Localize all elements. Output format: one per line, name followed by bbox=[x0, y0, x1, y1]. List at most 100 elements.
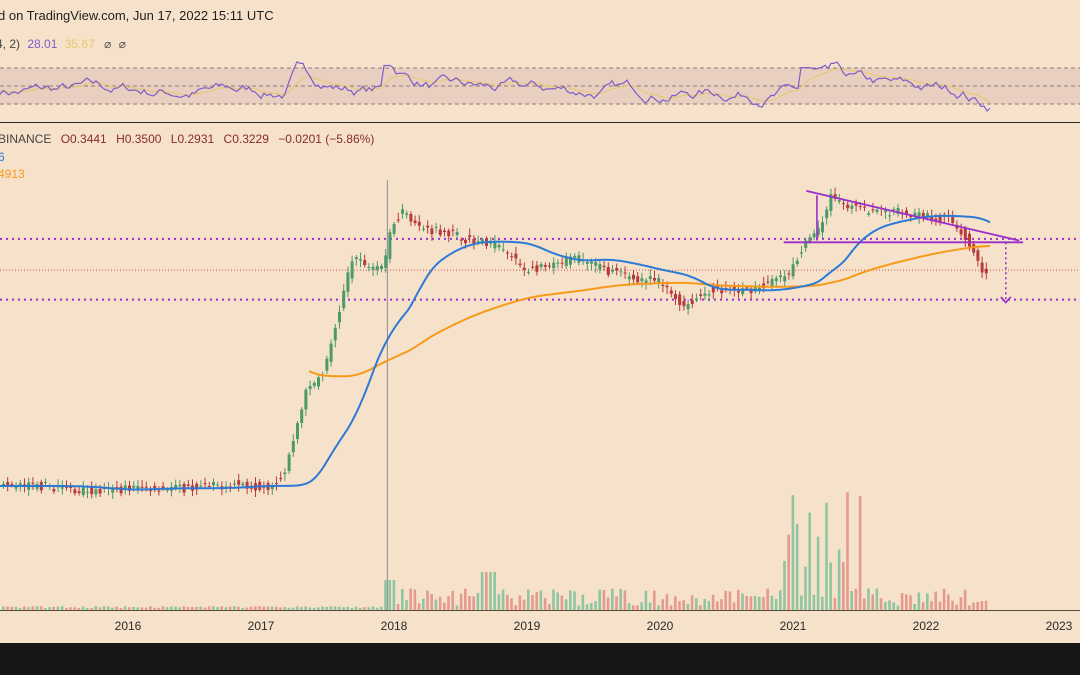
volume-bar bbox=[745, 595, 748, 610]
candle-body bbox=[434, 226, 438, 228]
candle-body bbox=[304, 389, 308, 410]
candle-body bbox=[619, 271, 623, 273]
high-value: H0.3500 bbox=[116, 132, 162, 146]
candle-body bbox=[539, 264, 543, 267]
candle-body bbox=[686, 304, 690, 310]
volume-bar bbox=[10, 606, 13, 610]
volume-bar bbox=[779, 590, 782, 610]
candle-body bbox=[497, 244, 501, 248]
candle-body bbox=[858, 206, 862, 208]
candle-body bbox=[207, 486, 211, 488]
volume-bar bbox=[212, 606, 215, 610]
volume-bar bbox=[480, 572, 484, 610]
volume-bar bbox=[18, 607, 22, 610]
candle-body bbox=[972, 243, 976, 253]
volume-bar bbox=[527, 589, 530, 610]
candle-body bbox=[342, 290, 346, 309]
time-tick-label: 2016 bbox=[115, 619, 142, 633]
rsi-ma-value: 35.67 bbox=[64, 37, 95, 51]
candle-body bbox=[296, 423, 299, 439]
time-tick-label: 2018 bbox=[381, 619, 408, 633]
volume-bar bbox=[602, 589, 606, 610]
volume-bar bbox=[161, 606, 165, 610]
volume-bar bbox=[909, 595, 912, 610]
volume-bar bbox=[191, 606, 194, 610]
volume-bar bbox=[728, 591, 732, 610]
candle-body bbox=[405, 213, 409, 215]
volume-bar bbox=[48, 607, 51, 610]
rsi-ma-line bbox=[0, 67, 991, 103]
volume-bar bbox=[182, 606, 186, 610]
candle-body bbox=[18, 483, 22, 485]
volume-bar bbox=[921, 602, 925, 610]
candle-body bbox=[396, 219, 400, 221]
volume-bar bbox=[623, 590, 627, 610]
time-tick-label: 2017 bbox=[248, 619, 275, 633]
candle-body bbox=[779, 275, 782, 278]
candle-body bbox=[65, 486, 68, 488]
volume-bar bbox=[724, 590, 727, 610]
candle-body bbox=[216, 484, 220, 486]
volume-bar bbox=[287, 607, 291, 610]
candle-body bbox=[2, 483, 5, 486]
candle-body bbox=[468, 235, 472, 238]
candle-body bbox=[401, 209, 404, 214]
volume-bar bbox=[170, 606, 173, 610]
candle-body bbox=[430, 228, 434, 235]
candle-body bbox=[766, 281, 770, 283]
candle-body bbox=[606, 266, 610, 276]
candle-body bbox=[926, 213, 929, 217]
candle-body bbox=[598, 264, 602, 270]
candle-body bbox=[447, 230, 451, 237]
volume-bar bbox=[417, 603, 421, 610]
candle-body bbox=[203, 483, 207, 485]
volume-bar bbox=[879, 598, 883, 610]
candle-body bbox=[44, 482, 47, 484]
ma-long-legend: 4913 bbox=[0, 167, 25, 181]
rsi-value: 28.01 bbox=[27, 37, 58, 51]
volume-bar bbox=[136, 607, 139, 610]
low-value: L0.2931 bbox=[170, 132, 215, 146]
volume-bar bbox=[132, 607, 135, 610]
candle-body bbox=[968, 233, 971, 247]
candle-body bbox=[195, 483, 199, 490]
candle-body bbox=[363, 260, 367, 265]
candle-body bbox=[812, 233, 816, 238]
volume-bar bbox=[636, 605, 639, 610]
candle-body bbox=[392, 223, 396, 234]
volume-bar bbox=[157, 607, 160, 610]
volume-bar bbox=[241, 607, 244, 610]
volume-bar bbox=[703, 599, 706, 610]
ma-short-legend: 6 bbox=[0, 150, 5, 164]
candle-body bbox=[359, 259, 362, 261]
volume-bar bbox=[711, 594, 715, 610]
volume-bar bbox=[468, 596, 471, 610]
volume-bar bbox=[951, 600, 954, 610]
candle-body bbox=[149, 490, 152, 492]
volume-bar bbox=[846, 492, 849, 610]
candle-body bbox=[90, 486, 94, 495]
candle-body bbox=[300, 409, 304, 423]
volume-bar bbox=[39, 606, 43, 610]
volume-bar bbox=[497, 594, 501, 610]
time-axis: 520162017201820192020202120222023 bbox=[115, 619, 1073, 633]
volume-bar bbox=[669, 605, 673, 610]
candle-body bbox=[527, 271, 530, 273]
volume-bar bbox=[304, 606, 307, 610]
volume-bar bbox=[81, 606, 85, 610]
volume-bar bbox=[186, 606, 190, 610]
candle-body bbox=[476, 240, 480, 242]
candle-body bbox=[846, 204, 850, 209]
price-chart[interactable]: 520162017201820192020202120222023 bbox=[0, 0, 1080, 643]
candle-body bbox=[380, 265, 383, 270]
volume-bar bbox=[317, 607, 320, 610]
volume-bar bbox=[228, 606, 232, 610]
volume-bar bbox=[27, 607, 30, 610]
candle-body bbox=[543, 265, 547, 267]
descending-trendline bbox=[806, 189, 1020, 242]
open-value: O0.3441 bbox=[60, 132, 107, 146]
candle-body bbox=[791, 264, 795, 277]
volume-bar bbox=[976, 601, 979, 610]
candle-body bbox=[884, 210, 887, 213]
candle-body bbox=[800, 252, 803, 254]
